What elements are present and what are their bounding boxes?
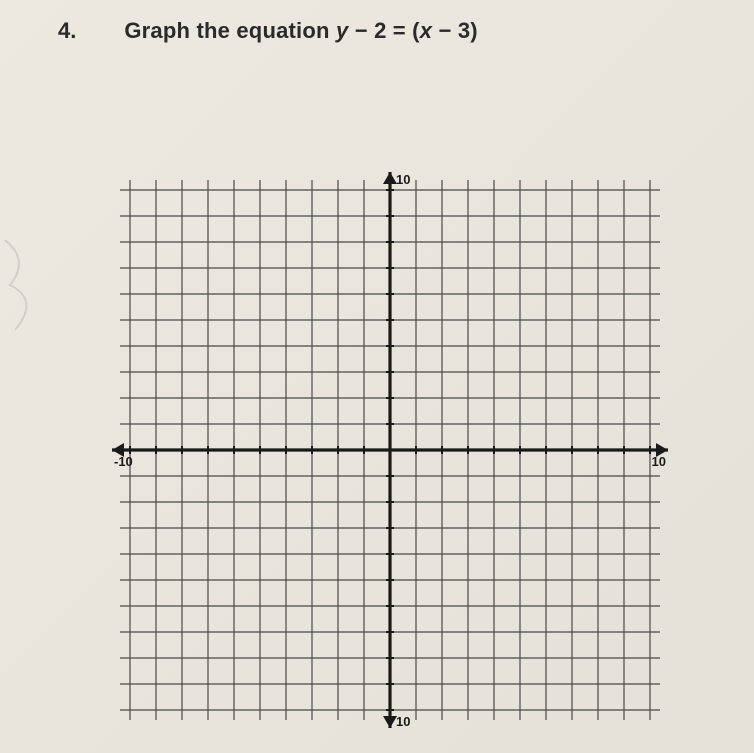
axis-label-top: 10 [396,172,410,187]
question-number: 4. [58,18,76,44]
eq-mid1: − 2 = ( [348,18,419,43]
grid-svg: 10 10 -10 10 [90,170,690,730]
axis-label-right: 10 [652,454,666,469]
page: 4. Graph the equation y − 2 = (x − 3) 10… [0,0,754,753]
eq-mid2: − 3) [432,18,478,43]
axis-label-left: -10 [114,454,133,469]
prompt-text: Graph the equation [124,18,336,43]
axis-label-bottom: 10 [396,714,410,729]
coordinate-grid: 10 10 -10 10 [90,170,690,730]
question-header: 4. Graph the equation y − 2 = (x − 3) [58,18,478,44]
eq-y: y [336,18,348,43]
margin-scribble [0,230,50,350]
question-prompt: Graph the equation y − 2 = (x − 3) [124,18,477,44]
eq-x: x [420,18,432,43]
